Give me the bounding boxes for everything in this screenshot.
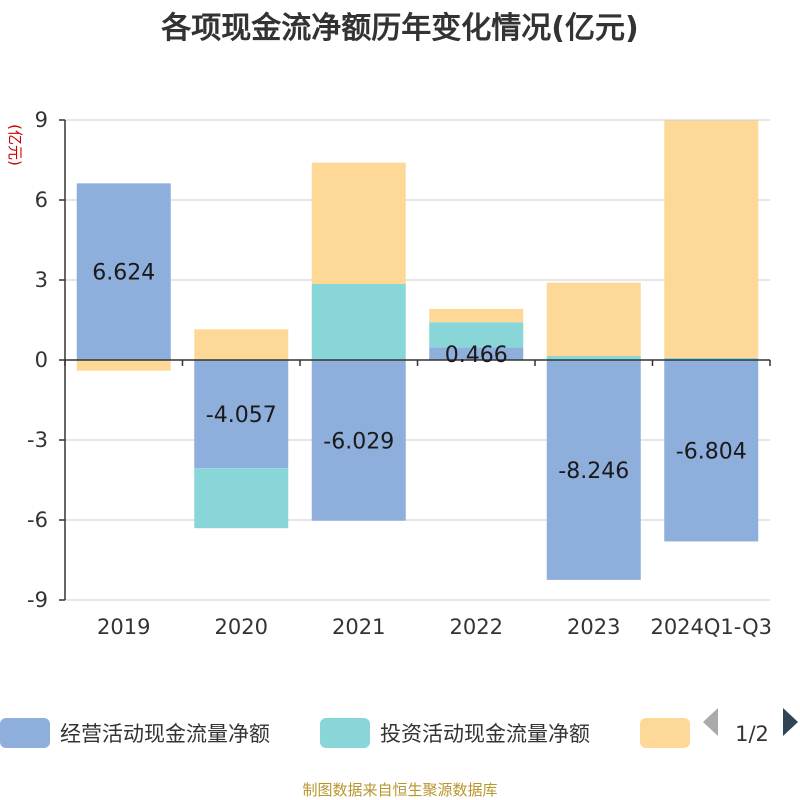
bar-segment <box>429 347 524 360</box>
legend-page-indicator: 1/2 <box>735 722 769 746</box>
data-label: 6.624 <box>92 261 155 286</box>
bar-segment <box>194 360 289 469</box>
bars <box>76 120 759 580</box>
y-axis-label: (亿元) <box>6 124 24 166</box>
y-tick-label: 6 <box>35 188 48 212</box>
x-tick-label: 2020 <box>215 615 268 639</box>
y-tick-label: -9 <box>27 588 48 612</box>
bar-segment <box>664 120 759 358</box>
tick-labels: -9 -6 -3 0 3 6 9 2019 2020 2021 2022 2023 2024Q1-Q3 <box>27 108 772 639</box>
x-tick-label: 2019 <box>97 615 150 639</box>
data-labels: 6.624 -4.057 -6.029 0.466 -8.246 -6.804 <box>92 261 746 484</box>
y-tick-label: 3 <box>35 268 48 292</box>
bar-segment <box>76 183 171 360</box>
x-tick-label: 2024Q1-Q3 <box>650 615 772 639</box>
bar-segment <box>76 360 171 371</box>
legend-swatch[interactable] <box>0 718 50 748</box>
y-tick-label: 9 <box>35 108 48 132</box>
bar-segment <box>194 329 289 360</box>
legend-next-icon[interactable] <box>783 708 798 736</box>
legend: 经营活动现金流量净额 投资活动现金流量净额 <box>0 718 690 748</box>
bar-segment <box>429 308 524 323</box>
data-label: -8.246 <box>558 459 629 484</box>
y-tick-label: -6 <box>27 508 48 532</box>
bar-segment <box>311 360 406 521</box>
data-label: -4.057 <box>206 403 277 428</box>
bar-segment <box>429 322 524 348</box>
bar-segment <box>546 360 641 580</box>
chart-title: 各项现金流净额历年变化情况(亿元) <box>160 11 638 46</box>
legend-label[interactable]: 投资活动现金流量净额 <box>380 722 590 746</box>
x-tick-label: 2021 <box>332 615 385 639</box>
x-tick-label: 2022 <box>450 615 503 639</box>
bar-segment <box>194 468 289 529</box>
y-tick-label: 0 <box>35 348 48 372</box>
data-label: -6.804 <box>676 440 747 465</box>
gridlines <box>65 119 770 601</box>
bar-segment <box>311 284 406 360</box>
legend-prev-icon[interactable] <box>703 708 718 736</box>
data-label: 0.466 <box>445 343 508 368</box>
legend-label[interactable]: 经营活动现金流量净额 <box>60 722 270 746</box>
x-tick-label: 2023 <box>567 615 620 639</box>
bar-segment <box>311 162 406 284</box>
bar-segment <box>546 356 641 360</box>
source-note: 制图数据来自恒生聚源数据库 <box>302 781 497 799</box>
axes <box>59 119 771 601</box>
bar-segment <box>664 357 759 360</box>
data-label: -6.029 <box>323 429 394 454</box>
legend-pager: 1/2 <box>703 708 798 746</box>
bar-segment <box>664 360 759 542</box>
y-tick-label: -3 <box>27 428 48 452</box>
legend-swatch[interactable] <box>320 718 370 748</box>
bar-segment <box>546 282 641 356</box>
legend-swatch[interactable] <box>640 718 690 748</box>
